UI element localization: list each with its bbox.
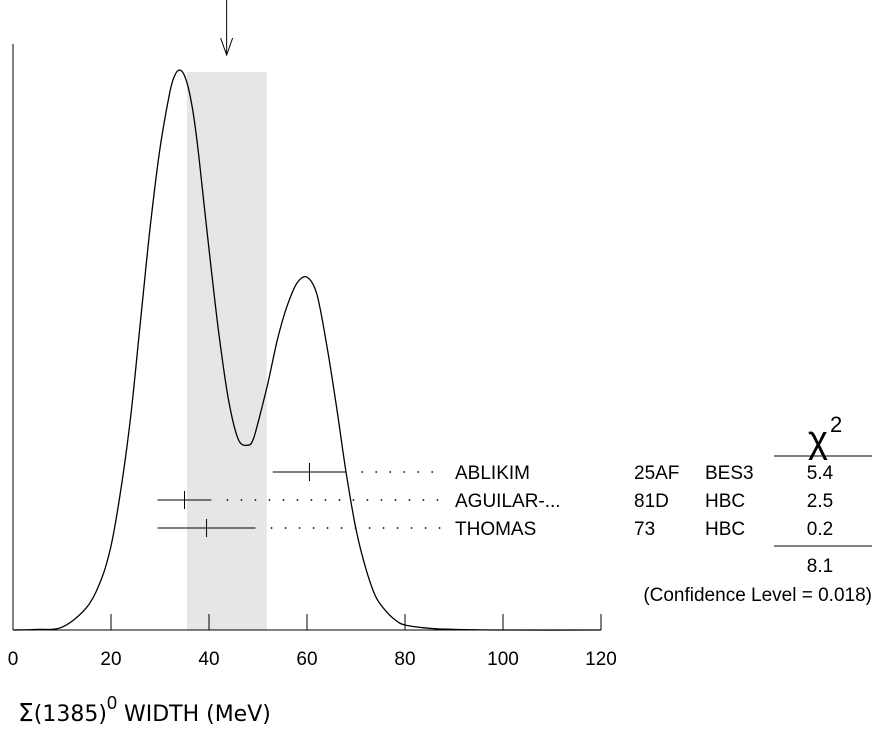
leader-dot bbox=[352, 499, 355, 501]
leader-dot bbox=[354, 527, 357, 529]
leader-dot bbox=[284, 527, 287, 529]
measurement-year: 73 bbox=[634, 519, 655, 540]
x-tick-label: 0 bbox=[8, 649, 19, 670]
measurement-year: 25AF bbox=[634, 463, 679, 484]
measurement-label: AGUILAR-... bbox=[455, 491, 561, 512]
leader-dot bbox=[240, 499, 243, 501]
chi2-symbol: χ bbox=[808, 419, 828, 461]
chi2-header: χ2 bbox=[774, 412, 872, 461]
leader-dot bbox=[368, 527, 371, 529]
x-axis-title: Σ(1385)0 WIDTH (MeV) bbox=[18, 693, 271, 727]
confidence-level: (Confidence Level = 0.018) bbox=[643, 585, 872, 606]
leader-dot bbox=[226, 499, 229, 501]
leader-dot bbox=[408, 499, 411, 501]
leader-dot bbox=[326, 527, 329, 529]
leader-dot bbox=[417, 471, 420, 473]
axis-layer: 0 20 40 60 80 100 120 bbox=[8, 0, 617, 670]
measurement-experiment: HBC bbox=[705, 491, 745, 512]
leader-dot bbox=[389, 471, 392, 473]
x-tick-label: 20 bbox=[100, 649, 121, 670]
x-tick-label: 40 bbox=[198, 649, 219, 670]
x-tick-label: 120 bbox=[585, 649, 617, 670]
measurement-chi2: 0.2 bbox=[807, 519, 833, 540]
svg-text:Σ(1385)0 WIDTH (MeV): Σ(1385)0 WIDTH (MeV) bbox=[18, 693, 271, 727]
leader-dot bbox=[254, 499, 257, 501]
leader-dot bbox=[268, 499, 271, 501]
leader-dot bbox=[282, 499, 285, 501]
leader-dot bbox=[296, 499, 299, 501]
ideogram-curve bbox=[12, 69, 602, 631]
leader-dot bbox=[298, 527, 301, 529]
leader-dot bbox=[340, 527, 343, 529]
leader-dot bbox=[270, 527, 273, 529]
leader-dot bbox=[375, 471, 378, 473]
x-tick-label: 60 bbox=[296, 649, 317, 670]
curve-layer bbox=[12, 69, 602, 631]
leader-dot bbox=[431, 471, 434, 473]
measurement-experiment: HBC bbox=[705, 519, 745, 540]
measurement-row: THOMAS 73 HBC 0.2 bbox=[157, 519, 833, 540]
chi2-superscript: 2 bbox=[830, 412, 842, 437]
measurement-chi2: 5.4 bbox=[807, 463, 834, 484]
leader-dot bbox=[312, 527, 315, 529]
x-tick-label: 100 bbox=[487, 649, 519, 670]
leader-dot bbox=[380, 499, 383, 501]
x-axis-symbol: Σ bbox=[18, 698, 34, 727]
x-axis-mass: (1385) bbox=[34, 702, 107, 727]
measurement-year: 81D bbox=[634, 491, 669, 512]
leader-dot bbox=[410, 527, 413, 529]
leader-dot bbox=[424, 527, 427, 529]
leader-dot bbox=[436, 499, 439, 501]
measurement-label: THOMAS bbox=[455, 519, 536, 540]
x-tick-label: 80 bbox=[394, 649, 415, 670]
leader-dot bbox=[394, 499, 397, 501]
measurement-experiment: BES3 bbox=[705, 463, 754, 484]
measurement-label: ABLIKIM bbox=[455, 463, 530, 484]
leader-dot bbox=[403, 471, 406, 473]
svg-text:χ2: χ2 bbox=[808, 412, 842, 461]
measurement-row: ABLIKIM 25AF BES3 5.4 bbox=[272, 463, 834, 484]
leader-dot bbox=[396, 527, 399, 529]
leader-dot bbox=[422, 499, 425, 501]
x-axis-rest: WIDTH (MeV) bbox=[117, 702, 271, 727]
x-axis-superscript: 0 bbox=[107, 693, 117, 713]
leader-dot bbox=[438, 527, 441, 529]
leader-dot bbox=[366, 499, 369, 501]
chi2-total: 8.1 bbox=[807, 556, 833, 577]
leader-dot bbox=[338, 499, 341, 501]
measurements-layer: ABLIKIM 25AF BES3 5.4 AGUILAR-... 81D HBC 2.5 TH… bbox=[157, 463, 834, 540]
average-arrow-head bbox=[220, 37, 234, 57]
leader-dot bbox=[310, 499, 313, 501]
leader-dot bbox=[324, 499, 327, 501]
measurement-row: AGUILAR-... 81D HBC 2.5 bbox=[157, 491, 833, 512]
leader-dot bbox=[382, 527, 385, 529]
measurement-chi2: 2.5 bbox=[807, 491, 833, 512]
leader-dot bbox=[361, 471, 364, 473]
